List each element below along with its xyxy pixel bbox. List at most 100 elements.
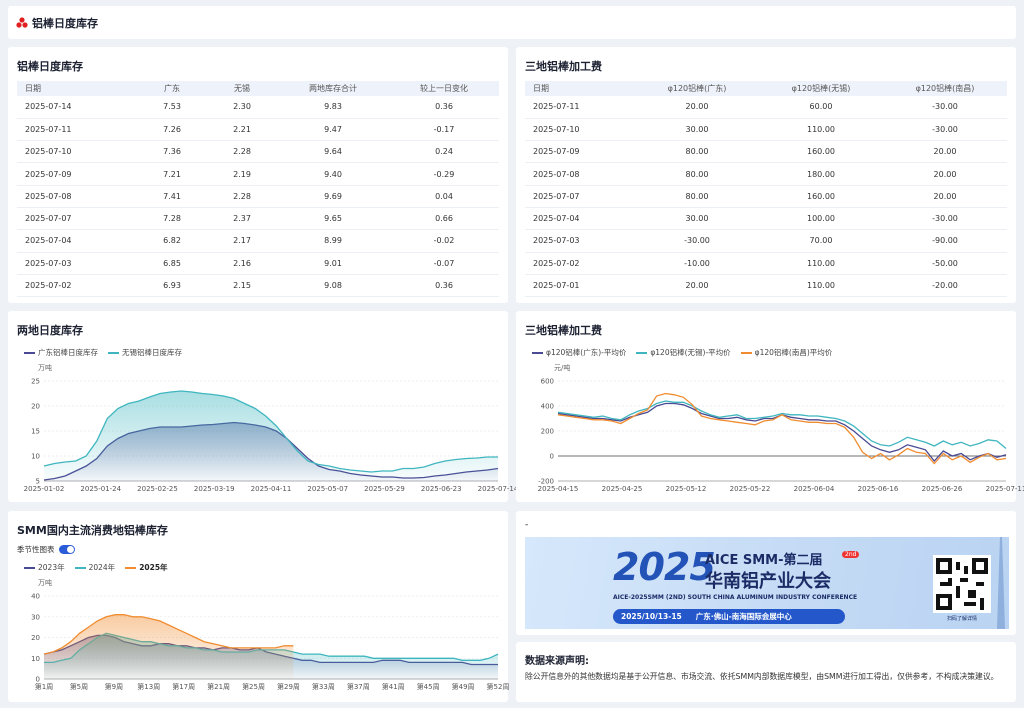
- x-tick-label: 2025-05-12: [666, 485, 707, 493]
- seasonal-chart[interactable]: 0 10 20 30 40 第1周 第5周 第9周 第13周 第17周 第21周 第25周 第29周 第3…: [8, 511, 509, 702]
- column-header: 两地库存合计: [277, 81, 389, 96]
- x-tick-label: 2025-06-16: [858, 485, 899, 493]
- seasonal-chart-legend[interactable]: 2023年 2024年 2025年: [24, 562, 178, 573]
- banner-date-venue: 2025/10/13-15 广东·佛山-南海国际会展中心: [613, 609, 845, 624]
- x-tick-label: 2025-06-26: [922, 485, 963, 493]
- table-row: 2025-07-04 30.00 100.00 -30.00: [525, 207, 1007, 231]
- table-cell: 80.00: [635, 140, 759, 164]
- x-tick-label: 第41周: [382, 682, 405, 691]
- table-row: 2025-07-04 6.82 2.17 8.99 -0.02: [17, 229, 499, 253]
- x-tick-label: 2025-04-25: [602, 485, 643, 493]
- y-tick-label: -200: [538, 478, 554, 486]
- page-title: 铝棒日度库存: [32, 17, 98, 30]
- seasonal-chart-unit: 万吨: [38, 579, 52, 587]
- table-cell: 0.04: [389, 185, 499, 208]
- table-cell: 20.00: [883, 140, 1007, 164]
- table-cell: 100.00: [759, 207, 883, 231]
- table-cell: -50.00: [883, 252, 1007, 275]
- conference-banner[interactable]: 2025 AICE SMM-第二届 2nd 华南铝产业大会 AICE-2025S…: [525, 537, 1009, 629]
- table-cell: 160.00: [759, 140, 883, 164]
- table-cell: 2025-07-02: [525, 252, 635, 275]
- notice-body: 除公开信息外的其他数据均是基于公开信息、市场交流、依托SMM内部数据库模型，由S…: [525, 672, 999, 681]
- x-tick-label: 第29周: [277, 682, 300, 691]
- table-cell: 6.93: [137, 274, 207, 298]
- table-cell: 2025-07-09: [17, 162, 137, 186]
- inventory-chart-unit: 万吨: [38, 364, 52, 372]
- table-cell: 0.36: [389, 96, 499, 119]
- series-line-2: [43, 614, 294, 655]
- table-cell: 20.00: [635, 274, 759, 298]
- fee-chart-legend[interactable]: φ120铝棒(广东)-平均价 φ120铝棒(无锡)-平均价 φ120铝棒(南昌)…: [532, 347, 842, 358]
- x-tick-label: 2025-03-19: [194, 485, 235, 493]
- y-tick-label: 40: [31, 593, 40, 601]
- table-cell: 2025-07-03: [17, 252, 137, 275]
- table-row: 2025-07-11 20.00 60.00 -30.00: [525, 96, 1007, 119]
- table-cell: 7.36: [137, 140, 207, 164]
- x-tick-label: 第33周: [312, 682, 335, 691]
- legend-item-2023[interactable]: 2023年: [24, 562, 65, 573]
- legend-item-wuxi[interactable]: φ120铝棒(无锡)-平均价: [636, 347, 731, 358]
- legend-item-nanchang[interactable]: φ120铝棒(南昌)平均价: [740, 347, 832, 358]
- table-cell: 6.85: [137, 252, 207, 275]
- x-tick-label: 2025-05-07: [307, 485, 348, 493]
- series-area-2: [44, 614, 294, 679]
- banner-subtitle: AICE-2025SMM (2ND) SOUTH CHINA ALUMINUM …: [613, 594, 858, 601]
- table-cell: 2025-07-10: [525, 118, 635, 142]
- table-cell: 60.00: [759, 96, 883, 119]
- fee-table-title: 三地铝棒加工费: [525, 60, 602, 73]
- y-tick-label: 200: [541, 428, 554, 436]
- table-cell: 9.47: [277, 118, 389, 142]
- fee-chart-panel: 三地铝棒加工费 φ120铝棒(广东)-平均价 φ120铝棒(无锡)-平均价 φ1…: [516, 311, 1024, 502]
- x-tick-label: 第1周: [35, 682, 53, 691]
- series-line-1: [557, 400, 1007, 449]
- table-cell: -30.00: [883, 207, 1007, 231]
- table-cell: 30.00: [635, 118, 759, 142]
- inventory-chart-panel: 两地日度库存 广东铝棒日度库存 无锡铝棒日度库存 万吨 5 10 15 20 25 202…: [8, 311, 519, 502]
- table-cell: 2025-07-11: [17, 118, 137, 142]
- fee-chart[interactable]: -200 0 200 400 600 2025-04-15 2025-04-25 2025-0…: [516, 311, 1024, 502]
- table-cell: -30.00: [635, 229, 759, 253]
- table-cell: 9.40: [277, 162, 389, 186]
- y-tick-label: 400: [541, 403, 554, 411]
- table-cell: 7.26: [137, 118, 207, 142]
- table-header-row: 日期 φ120铝棒(广东) φ120铝棒(无锡) φ120铝棒(南昌): [525, 81, 1007, 96]
- legend-item-wuxi[interactable]: 无锡铝棒日度库存: [108, 347, 182, 358]
- legend-item-guangdong[interactable]: 广东铝棒日度库存: [24, 347, 98, 358]
- y-tick-label: 20: [31, 634, 40, 642]
- table-cell: 70.00: [759, 229, 883, 253]
- legend-item-2024[interactable]: 2024年: [74, 562, 115, 573]
- x-tick-label: 第49周: [452, 682, 475, 691]
- inventory-chart-legend[interactable]: 广东铝棒日度库存 无锡铝棒日度库存: [24, 347, 192, 358]
- table-cell: -0.29: [389, 162, 499, 186]
- inventory-chart[interactable]: 5 10 15 20 25 2025-01-02 2025-01-24 2025-02-25 2…: [8, 311, 519, 502]
- table-cell: 7.53: [137, 96, 207, 119]
- legend-item-guangdong[interactable]: φ120铝棒(广东)-平均价: [532, 347, 626, 358]
- table-cell: 2.30: [207, 96, 277, 119]
- table-row: 2025-07-08 80.00 180.00 20.00: [525, 162, 1007, 186]
- banner-line2: 华南铝产业大会: [705, 571, 831, 592]
- seasonal-toggle-switch[interactable]: [58, 545, 75, 554]
- table-cell: 2025-07-04: [525, 207, 635, 231]
- table-cell: -0.17: [389, 118, 499, 142]
- table-cell: 2025-07-07: [525, 185, 635, 208]
- banner-year: 2025: [613, 545, 716, 589]
- x-tick-label: 2025-04-15: [538, 485, 579, 493]
- series-line-1: [43, 390, 498, 473]
- table-row: 2025-07-07 80.00 160.00 20.00: [525, 185, 1007, 208]
- table-cell: -0.02: [389, 229, 499, 253]
- x-tick-label: 第9周: [105, 682, 123, 691]
- series-line-2: [557, 392, 1007, 465]
- x-tick-label: 2025-05-22: [730, 485, 771, 493]
- qr-code-icon[interactable]: [933, 555, 991, 613]
- table-cell: 110.00: [759, 274, 883, 298]
- table-cell: 9.69: [277, 185, 389, 208]
- fee-chart-unit: 元/吨: [554, 364, 571, 372]
- x-tick-label: 第21周: [207, 682, 230, 691]
- x-tick-label: 2025-01-02: [24, 485, 65, 493]
- seasonal-toggle-label: 季节性图表: [17, 545, 55, 554]
- legend-item-2025[interactable]: 2025年: [125, 562, 168, 573]
- qr-caption: 扫码了解详情: [946, 616, 977, 622]
- table-cell: 9.83: [277, 96, 389, 119]
- y-tick-label: 0: [550, 453, 554, 461]
- column-header: 无锡: [207, 81, 277, 96]
